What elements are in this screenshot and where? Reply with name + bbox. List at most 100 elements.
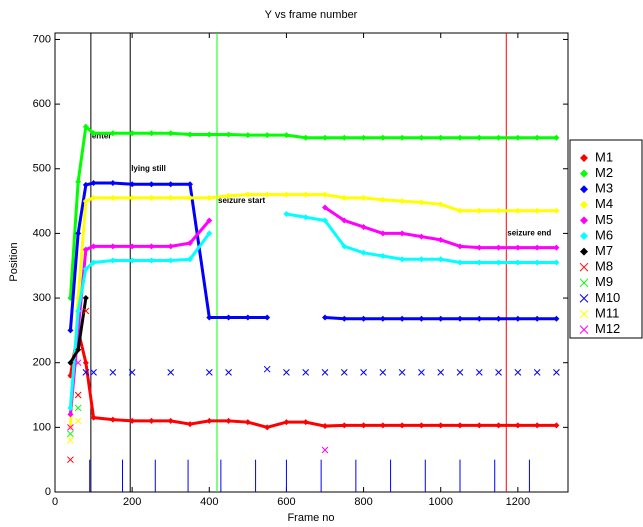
point bbox=[283, 419, 290, 426]
point bbox=[187, 240, 193, 247]
point bbox=[341, 217, 348, 224]
point bbox=[82, 181, 89, 188]
point bbox=[148, 257, 155, 264]
y-tick-label: 500 bbox=[33, 163, 51, 175]
point bbox=[90, 130, 97, 137]
event-label: enter bbox=[92, 132, 112, 141]
point bbox=[553, 207, 560, 214]
point bbox=[67, 327, 74, 334]
point bbox=[534, 244, 541, 251]
point bbox=[148, 417, 155, 424]
point bbox=[82, 307, 90, 315]
point bbox=[225, 369, 232, 376]
point bbox=[148, 181, 155, 188]
point bbox=[206, 131, 213, 138]
point bbox=[167, 417, 174, 424]
point bbox=[476, 244, 483, 251]
point bbox=[129, 130, 136, 137]
point bbox=[553, 134, 560, 141]
point bbox=[82, 295, 89, 302]
point bbox=[75, 230, 82, 237]
point bbox=[90, 414, 97, 421]
legend-marker bbox=[580, 185, 588, 194]
point bbox=[244, 132, 251, 139]
point bbox=[302, 134, 309, 141]
point bbox=[225, 417, 232, 424]
event-label: lying still bbox=[131, 164, 166, 173]
y-tick-label: 400 bbox=[33, 227, 51, 239]
point bbox=[399, 134, 406, 141]
point bbox=[167, 257, 174, 264]
legend-marker bbox=[579, 262, 589, 272]
point bbox=[514, 315, 521, 322]
point bbox=[82, 359, 89, 366]
point bbox=[418, 422, 425, 429]
point bbox=[82, 246, 89, 253]
point bbox=[476, 259, 483, 266]
point bbox=[90, 179, 97, 186]
point bbox=[379, 134, 386, 141]
point bbox=[437, 315, 444, 322]
point bbox=[206, 417, 213, 424]
point bbox=[437, 201, 444, 208]
point bbox=[495, 244, 502, 251]
point bbox=[399, 256, 406, 263]
point bbox=[225, 192, 232, 199]
point bbox=[379, 422, 386, 429]
point bbox=[67, 359, 74, 366]
point bbox=[514, 259, 521, 266]
legend-label: M10 bbox=[595, 290, 620, 305]
point bbox=[457, 207, 463, 214]
point bbox=[321, 369, 329, 376]
point bbox=[437, 422, 444, 429]
point bbox=[476, 134, 483, 141]
point bbox=[457, 422, 463, 429]
point bbox=[302, 214, 309, 221]
point bbox=[322, 423, 328, 430]
point bbox=[360, 369, 367, 376]
point bbox=[379, 315, 386, 322]
point bbox=[225, 131, 232, 138]
point bbox=[109, 179, 116, 186]
point bbox=[360, 315, 367, 322]
point bbox=[244, 191, 251, 198]
point bbox=[109, 243, 116, 250]
legend-marker bbox=[580, 216, 588, 225]
x-tick-label: 400 bbox=[200, 496, 218, 508]
point bbox=[90, 369, 97, 376]
point bbox=[340, 369, 348, 376]
point bbox=[495, 422, 502, 429]
point bbox=[437, 236, 444, 243]
point bbox=[514, 422, 521, 429]
point bbox=[67, 436, 74, 444]
point bbox=[360, 134, 367, 141]
point bbox=[341, 315, 348, 322]
y-tick-label: 100 bbox=[33, 421, 51, 433]
point bbox=[82, 198, 89, 205]
legend-marker bbox=[580, 232, 588, 240]
legend-marker bbox=[579, 278, 589, 288]
point bbox=[399, 422, 406, 429]
point bbox=[187, 256, 193, 263]
point bbox=[399, 230, 406, 237]
point bbox=[553, 244, 560, 251]
point bbox=[206, 217, 213, 224]
point bbox=[418, 256, 425, 263]
point bbox=[67, 430, 74, 438]
legend-marker bbox=[579, 309, 589, 319]
point bbox=[475, 369, 483, 376]
point bbox=[360, 194, 367, 201]
legend-label: M1 bbox=[595, 149, 613, 164]
point bbox=[322, 191, 328, 198]
legend-marker bbox=[580, 169, 588, 178]
legend-marker bbox=[580, 247, 588, 256]
point bbox=[553, 259, 560, 266]
point bbox=[187, 421, 193, 428]
point bbox=[206, 230, 213, 237]
point bbox=[109, 257, 116, 264]
point bbox=[244, 314, 251, 321]
point bbox=[457, 259, 463, 266]
point bbox=[456, 369, 464, 376]
point bbox=[495, 207, 502, 214]
